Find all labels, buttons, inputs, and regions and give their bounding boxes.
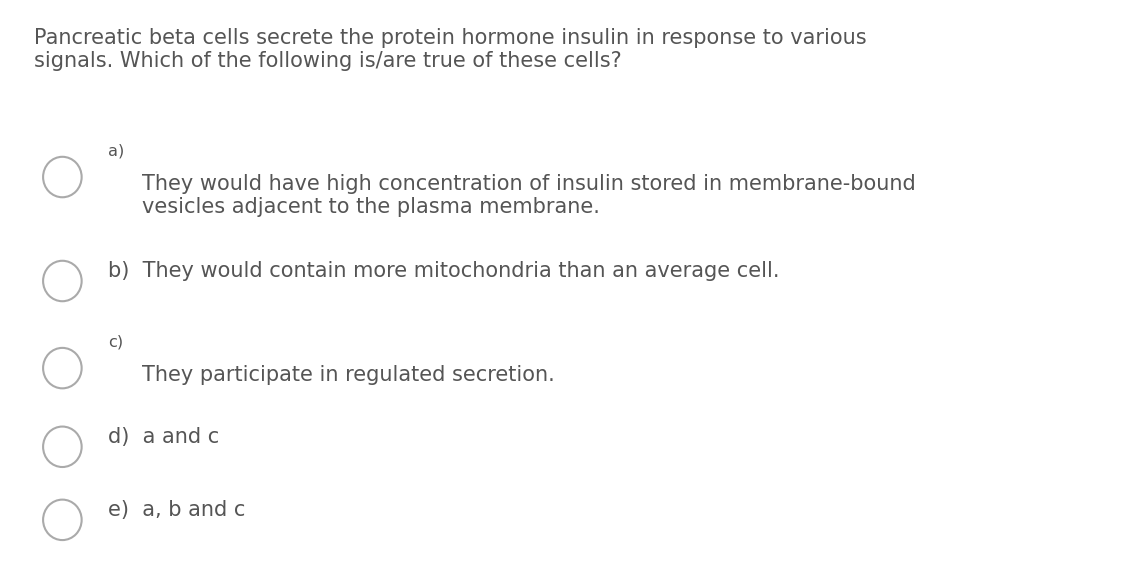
- Text: d)  a and c: d) a and c: [108, 427, 219, 447]
- Text: They participate in regulated secretion.: They participate in regulated secretion.: [142, 365, 555, 385]
- Text: They would have high concentration of insulin stored in membrane-bound
vesicles : They would have high concentration of in…: [142, 174, 915, 217]
- Text: e)  a, b and c: e) a, b and c: [108, 500, 245, 520]
- Text: a): a): [108, 144, 124, 159]
- Text: b)  They would contain more mitochondria than an average cell.: b) They would contain more mitochondria …: [108, 261, 779, 281]
- Text: c): c): [108, 335, 122, 350]
- Text: Pancreatic beta cells secrete the protein hormone insulin in response to various: Pancreatic beta cells secrete the protei…: [34, 28, 866, 71]
